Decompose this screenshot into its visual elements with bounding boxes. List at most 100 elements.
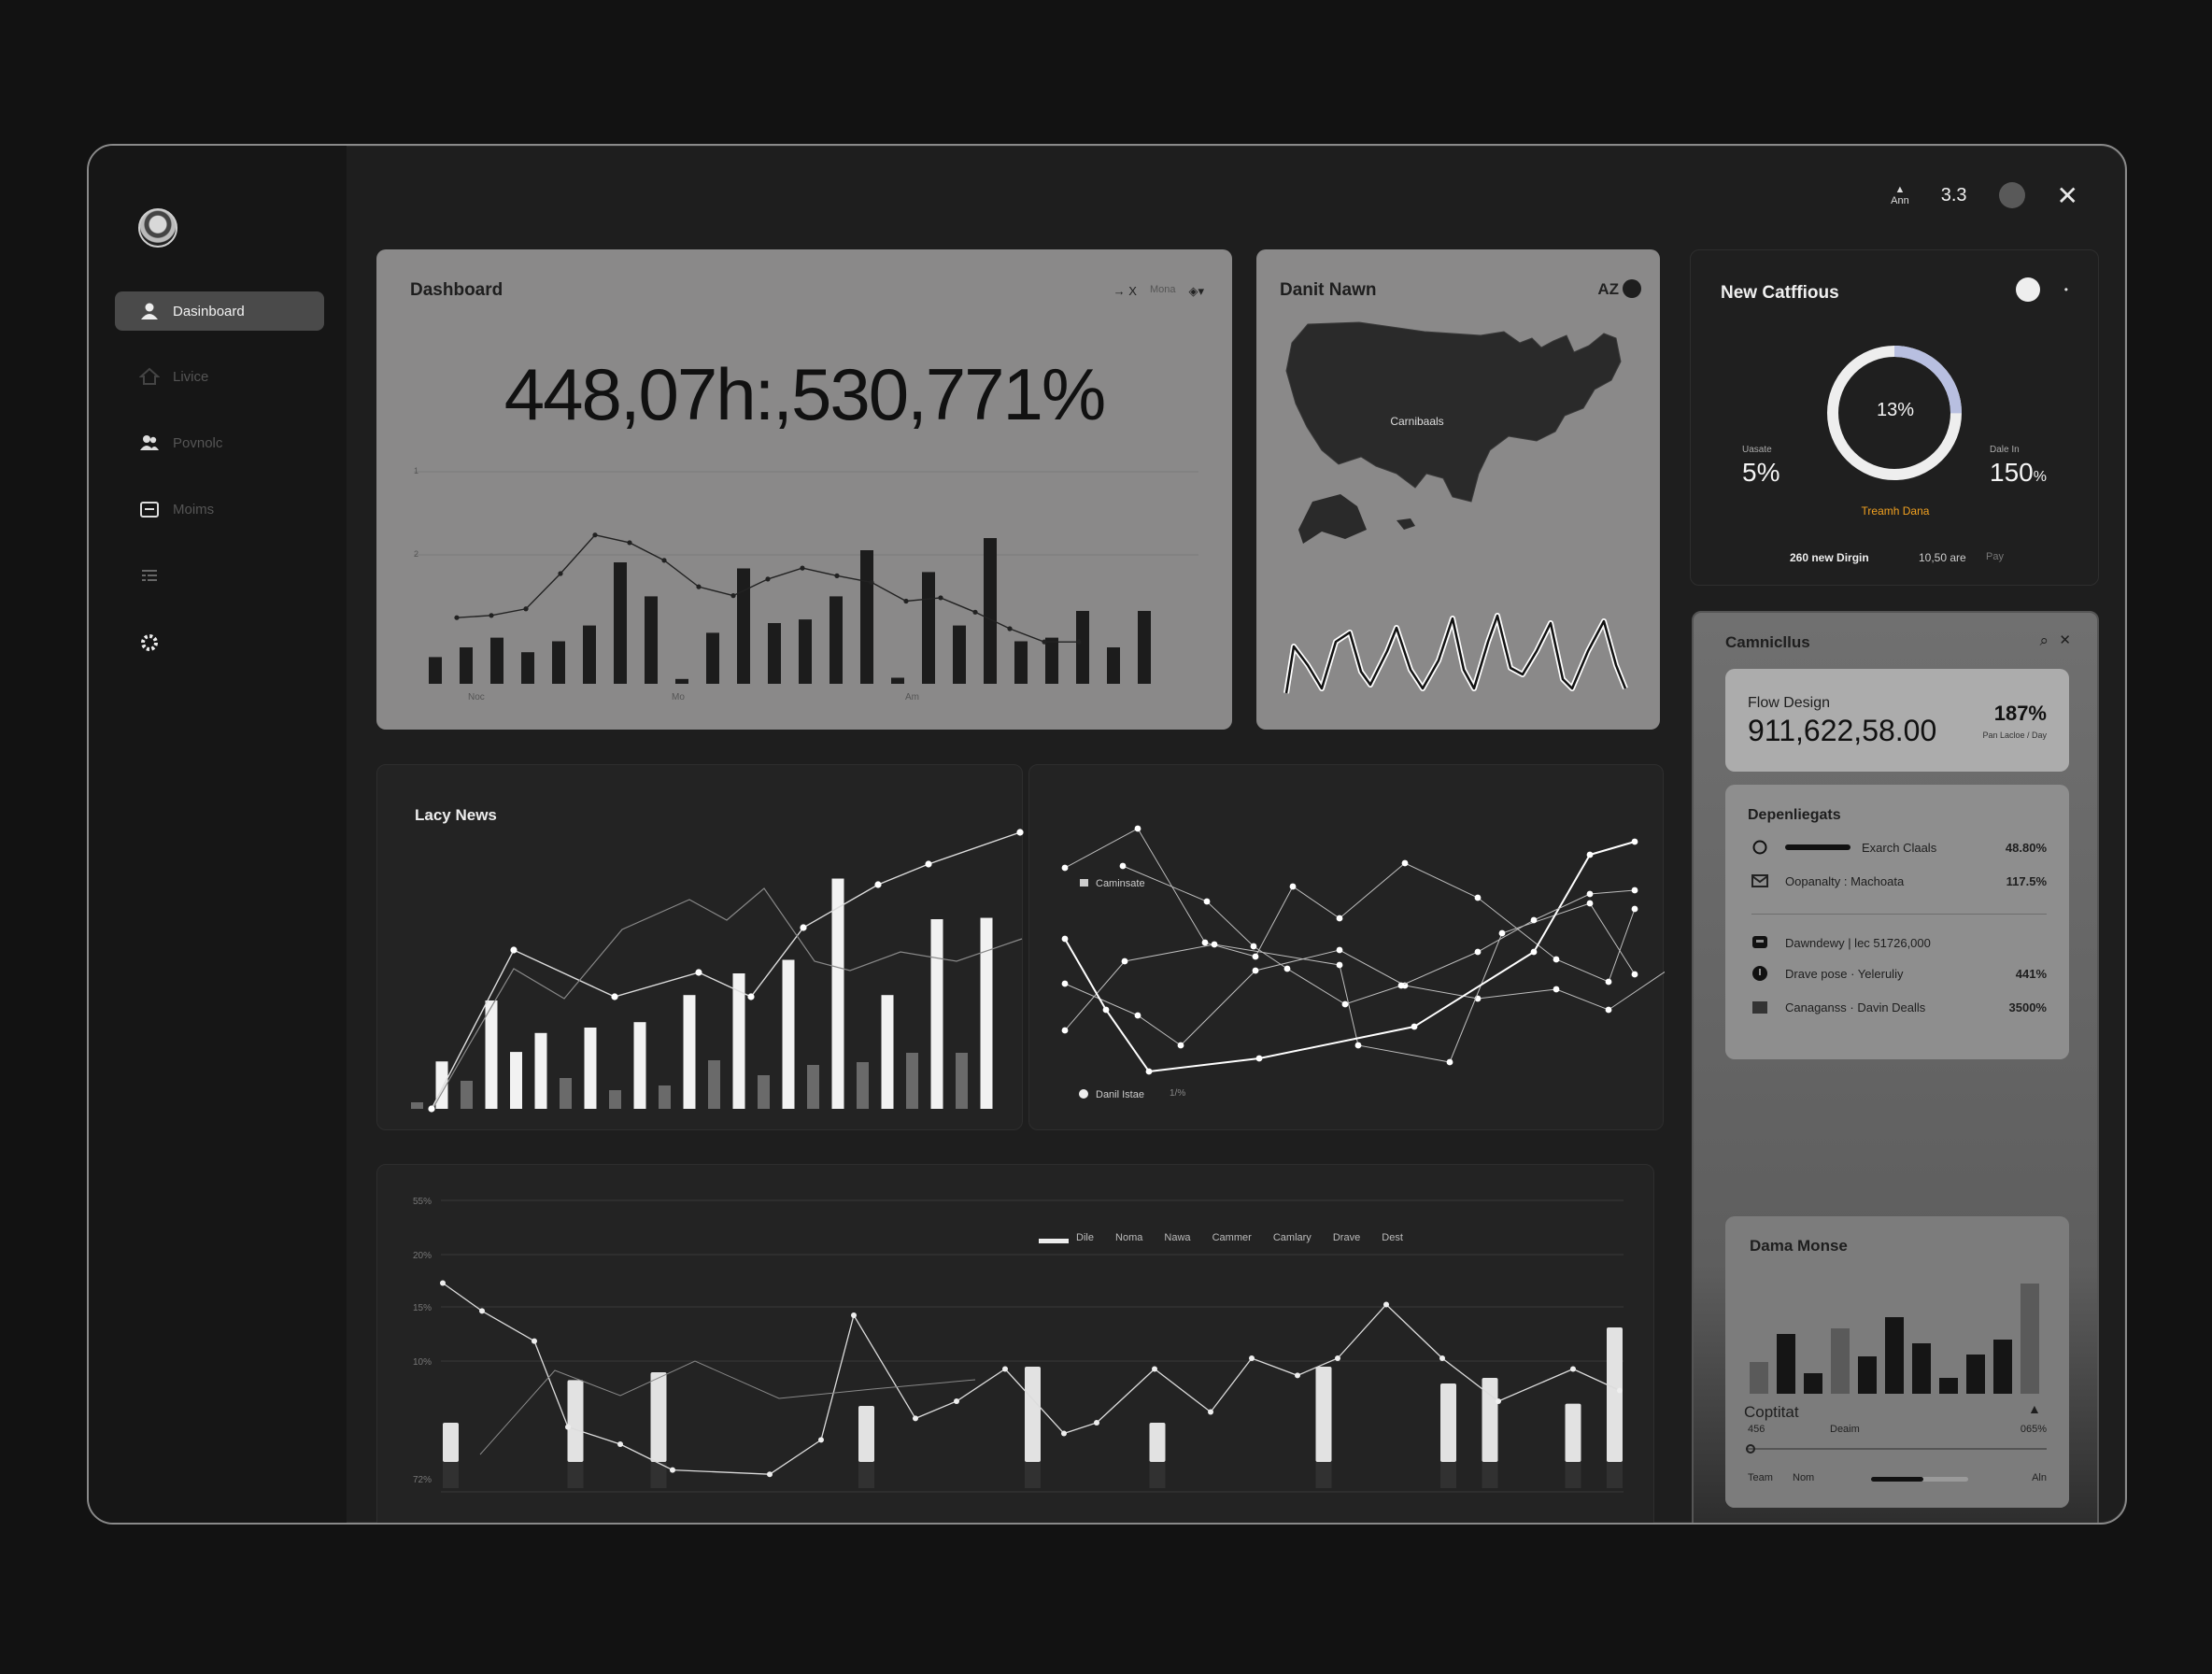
point	[1203, 898, 1211, 905]
y-tick-label: 55%	[413, 1197, 432, 1207]
dama-monse-card: Dama Monse 456 Deaim 065% Team Nom Aln	[1725, 1216, 2069, 1508]
sidebar-item-povnolc[interactable]: Povnolc	[115, 423, 324, 462]
dependencies-title: Depenliegats	[1748, 807, 1841, 823]
point	[1553, 956, 1560, 963]
point	[1631, 905, 1638, 913]
point	[617, 1441, 623, 1447]
options-button[interactable]: ◈▾	[1188, 284, 1204, 298]
dama-foot-c: Aln	[2032, 1472, 2047, 1483]
bar	[858, 1406, 874, 1462]
point	[1094, 1420, 1099, 1426]
slider-handle[interactable]	[1746, 1444, 1755, 1454]
close-icon[interactable]: ✕	[2059, 632, 2071, 648]
pin-icon[interactable]	[1623, 279, 1641, 298]
point	[1411, 1023, 1418, 1030]
bar	[521, 652, 534, 684]
legend-item[interactable]: Noma	[1115, 1232, 1143, 1243]
status-dot[interactable]	[1998, 182, 2025, 208]
point	[1289, 883, 1297, 890]
y-tick-label: 10%	[413, 1357, 432, 1368]
users-icon	[139, 433, 160, 453]
legend-item[interactable]: Camlary	[1272, 1232, 1312, 1243]
list-item[interactable]: Drave pose · Yeleruliy 441%	[1751, 965, 2047, 982]
bar	[1107, 647, 1120, 684]
dashboard-title: Dashboard	[410, 280, 503, 300]
list-item[interactable]: Oopanalty : Machoata 117.5%	[1751, 872, 2047, 889]
list-item-value: 3500%	[2008, 1000, 2047, 1014]
dama-stat-b: Deaim	[1830, 1424, 1860, 1435]
avatar[interactable]	[138, 208, 177, 248]
right-panel-title: Camnicllus	[1725, 633, 1810, 651]
dama-stat-c: 065%	[2020, 1424, 2047, 1435]
progress-bar	[1785, 844, 1850, 850]
y-tick-label: 72%	[413, 1475, 432, 1485]
point	[1336, 915, 1343, 922]
point	[1283, 965, 1291, 972]
point	[1177, 1042, 1184, 1049]
bar	[645, 596, 658, 684]
bar	[953, 625, 966, 684]
bar	[1045, 637, 1058, 684]
point	[1631, 971, 1638, 978]
point	[800, 924, 807, 931]
bar	[1750, 1362, 1768, 1394]
y-tick-label: 2	[414, 549, 418, 559]
legend-item[interactable]: Drave	[1332, 1232, 1361, 1243]
list-item[interactable]: Exarch Claals 48.80%	[1751, 839, 2047, 856]
left-stat-label: Uasate	[1742, 445, 1772, 455]
point	[1383, 1301, 1389, 1308]
dama-stat-a: 456	[1748, 1424, 1765, 1435]
point	[818, 1437, 824, 1443]
bar	[1777, 1334, 1795, 1394]
dashboard-card: Dashboard → X Mona ◈▾ 448,07h:,530,771% …	[376, 249, 1232, 730]
folder-icon	[1752, 1001, 1767, 1014]
list-item[interactable]: Canaganss · Davin Dealls 3500%	[1751, 999, 2047, 1015]
bar	[1440, 1383, 1456, 1462]
point	[938, 595, 943, 601]
bar	[510, 1052, 522, 1109]
point	[1201, 939, 1209, 946]
point	[1474, 894, 1482, 901]
bar	[830, 596, 843, 684]
bar	[567, 1380, 584, 1462]
legend-item[interactable]: Dest	[1382, 1232, 1403, 1243]
point	[1002, 1366, 1008, 1372]
point	[510, 946, 518, 954]
captital-title[interactable]: Coptitat	[1744, 1403, 1799, 1421]
range-select[interactable]: Mona	[1149, 284, 1176, 295]
sidebar-item-settings[interactable]	[115, 623, 324, 662]
dama-title: Dama Monse	[1750, 1237, 1848, 1255]
sidebar-item-livice[interactable]: Livice	[115, 357, 324, 396]
point	[670, 1467, 675, 1473]
legend-item[interactable]: Nawa	[1164, 1232, 1191, 1243]
bar	[956, 1053, 968, 1109]
donut-card: New Catffious • 13% Uasate 5% Dale In 15…	[1690, 249, 2099, 586]
point	[903, 598, 909, 604]
close-icon[interactable]: ✕	[2056, 180, 2078, 210]
bar	[683, 995, 696, 1109]
bar	[1025, 1367, 1041, 1462]
bar-reflection	[650, 1462, 667, 1488]
point	[611, 993, 618, 1000]
legend-item[interactable]: Cammer	[1212, 1232, 1252, 1243]
point	[1252, 953, 1259, 960]
sidebar-item-moims[interactable]: Moims	[115, 489, 324, 529]
user-menu[interactable]: ▲ Ann	[1891, 184, 1909, 206]
flow-design-card[interactable]: Flow Design 911,622,58.00 187% Pan Laclo…	[1725, 669, 2069, 772]
list-item[interactable]: Dawndewy | lec 51726,000	[1751, 934, 2047, 951]
point	[1250, 943, 1257, 950]
more-icon[interactable]: •	[2063, 283, 2068, 296]
point	[972, 609, 978, 615]
sidebar-item-list[interactable]	[115, 557, 324, 596]
sidebar-item-dashboard[interactable]: Dasinboard	[115, 291, 324, 331]
search-icon[interactable]: ⌕	[2039, 631, 2049, 649]
legend-item[interactable]: Dile	[1076, 1232, 1094, 1243]
point	[696, 584, 702, 589]
bar	[881, 995, 894, 1109]
expand-button[interactable]: → X	[1113, 284, 1137, 298]
refresh-icon[interactable]	[2016, 277, 2040, 302]
chevron-up-icon[interactable]: ▲	[2028, 1401, 2041, 1416]
slider-track[interactable]	[1746, 1448, 2047, 1450]
list-item-label: Canaganss · Davin Dealls	[1785, 1000, 1926, 1014]
calendar-icon	[139, 499, 160, 519]
